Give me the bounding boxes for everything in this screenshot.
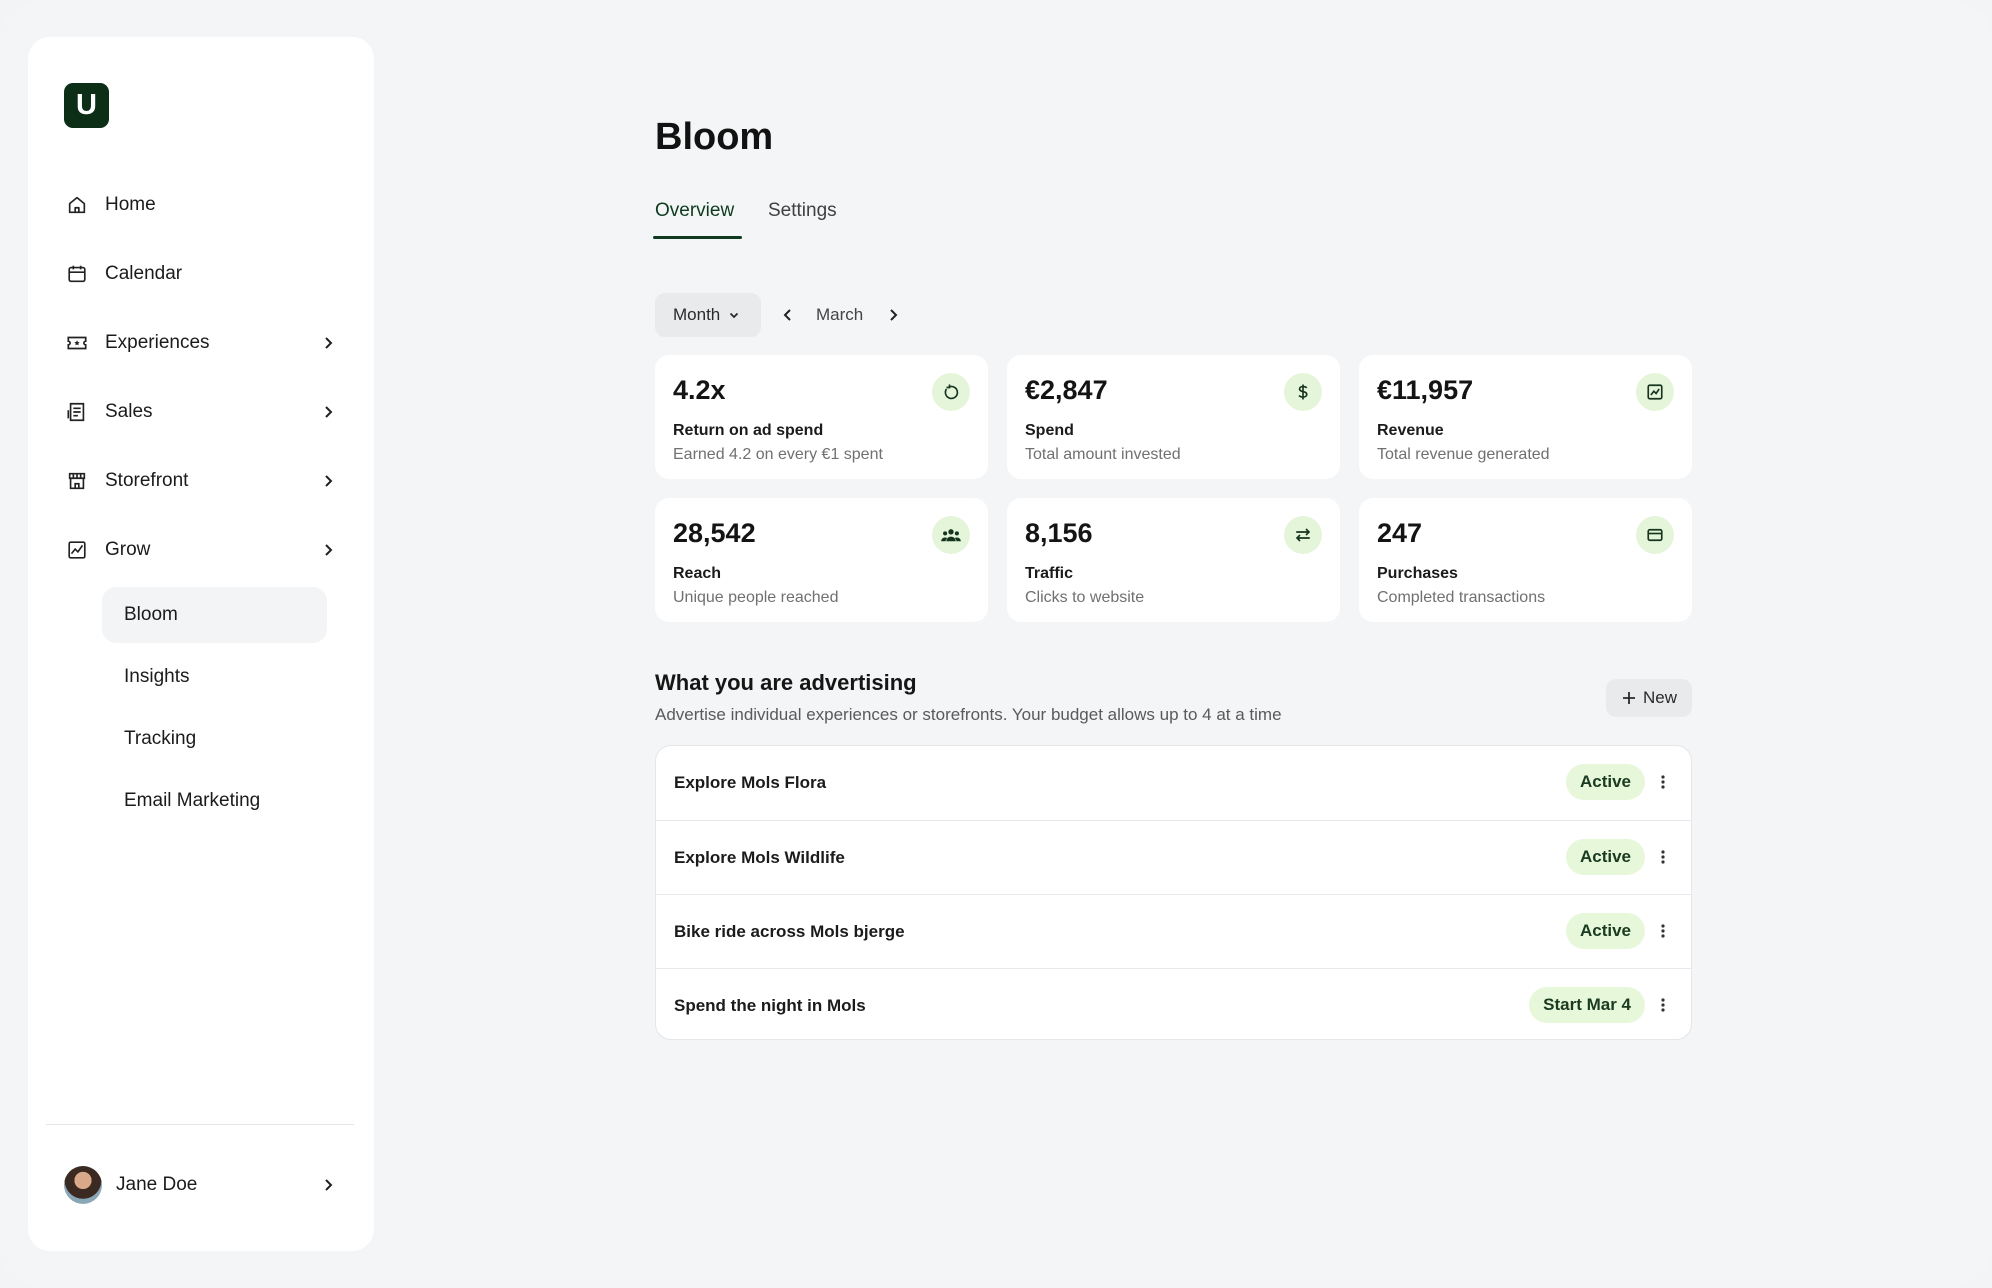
period-unit-label: Month [673,305,721,324]
tab-settings[interactable]: Settings [768,200,837,221]
sidebar-subitem-bloom[interactable]: Bloom [102,587,327,643]
list-item[interactable]: Explore Mols Wildlife Active [656,820,1691,894]
more-options-icon[interactable] [1653,772,1673,792]
plus-icon [1621,690,1637,706]
more-options-icon[interactable] [1653,995,1673,1015]
status-badge: Start Mar 4 [1529,987,1645,1023]
chevron-right-icon [318,471,338,491]
metric-card-reach: 28,542 Reach Unique people reached [655,498,988,622]
active-tab-indicator [653,236,742,239]
more-options-icon[interactable] [1653,921,1673,941]
new-button[interactable]: New [1606,679,1692,717]
sidebar-item-label: Sales [105,401,153,422]
sidebar-item-grow[interactable]: Grow [64,528,344,572]
chart-icon [64,538,89,563]
metric-description: Earned 4.2 on every €1 spent [673,446,883,463]
new-button-label: New [1642,688,1677,707]
period-unit-dropdown[interactable]: Month [655,293,761,337]
metric-description: Completed transactions [1377,589,1546,606]
app-logo[interactable]: U [64,83,109,128]
storefront-icon [64,469,89,494]
metric-label: Spend [1025,422,1074,439]
sidebar-subitem-tracking[interactable]: Tracking [124,728,197,749]
arrows-swap-icon [1284,516,1322,554]
status-badge: Active [1565,839,1645,875]
advertising-list: Explore Mols Flora Active Explore Mols W… [655,745,1692,1040]
metric-card-revenue: €11,957 Revenue Total revenue generated [1359,355,1692,479]
sidebar-item-experiences[interactable]: Experiences [64,321,344,365]
people-icon [932,516,970,554]
user-menu[interactable]: Jane Doe [64,1165,344,1205]
metric-description: Total revenue generated [1377,446,1550,463]
metric-label: Reach [673,565,722,582]
status-badge: Active [1565,764,1645,800]
sidebar-divider [46,1124,354,1125]
list-item[interactable]: Spend the night in Mols Start Mar 4 [656,968,1691,1039]
status-badge: Active [1565,913,1645,949]
metric-card-purchases: 247 Purchases Completed transactions [1359,498,1692,622]
chevron-right-icon [318,333,338,353]
section-title: What you are advertising [655,670,917,695]
previous-period-button[interactable] [778,305,798,325]
sidebar: U Home Calendar Experiences [28,37,374,1251]
list-item[interactable]: Bike ride across Mols bjerge Active [656,894,1691,968]
metric-value: €11,957 [1377,375,1474,405]
sidebar-item-label: Grow [105,539,151,560]
more-options-icon[interactable] [1653,847,1673,867]
avatar [64,1166,102,1204]
dollar-icon [1284,373,1322,411]
sidebar-subitem-insights[interactable]: Insights [124,666,190,687]
list-item-title: Spend the night in Mols [674,996,866,1015]
credit-card-icon [1636,516,1674,554]
sidebar-subitem-email-marketing[interactable]: Email Marketing [124,790,261,811]
calendar-icon [64,262,89,287]
chart-box-icon [1636,373,1674,411]
sidebar-item-calendar[interactable]: Calendar [64,252,344,296]
chevron-down-icon [728,309,740,321]
chevron-right-icon [318,540,338,560]
sidebar-item-storefront[interactable]: Storefront [64,459,344,503]
metric-label: Revenue [1377,422,1444,439]
metric-description: Total amount invested [1025,446,1181,463]
metric-description: Clicks to website [1025,589,1145,606]
ticket-star-icon [64,331,89,356]
list-item[interactable]: Explore Mols Flora Active [656,746,1691,820]
section-subtitle: Advertise individual experiences or stor… [655,705,1282,724]
chevron-right-icon [318,1175,338,1195]
sidebar-item-label: Storefront [105,470,189,491]
chevron-right-icon [318,402,338,422]
metric-value: 8,156 [1025,518,1093,548]
period-label: March [816,305,864,324]
home-icon [64,193,89,218]
sidebar-item-label: Experiences [105,332,210,353]
metric-card-spend: €2,847 Spend Total amount invested [1007,355,1340,479]
sidebar-item-sales[interactable]: Sales [64,390,344,434]
tab-overview[interactable]: Overview [655,200,735,221]
metric-value: €2,847 [1025,375,1108,405]
list-item-title: Bike ride across Mols bjerge [674,922,905,941]
list-item-title: Explore Mols Flora [674,773,827,792]
next-period-button[interactable] [883,305,903,325]
receipt-icon [64,400,89,425]
metric-value: 28,542 [673,518,756,548]
sidebar-item-home[interactable]: Home [64,183,344,227]
sidebar-item-label: Calendar [105,263,183,284]
metric-card-roas: 4.2x Return on ad spend Earned 4.2 on ev… [655,355,988,479]
metric-value: 4.2x [673,375,726,405]
metric-description: Unique people reached [673,589,839,606]
list-item-title: Explore Mols Wildlife [674,848,845,867]
metric-value: 247 [1377,518,1423,548]
refresh-icon [932,373,970,411]
user-name: Jane Doe [116,1174,198,1195]
metric-label: Purchases [1377,565,1458,582]
metric-label: Return on ad spend [673,422,824,439]
metric-label: Traffic [1025,565,1074,582]
sidebar-item-label: Home [105,194,156,215]
page-title: Bloom [655,116,774,158]
metric-card-traffic: 8,156 Traffic Clicks to website [1007,498,1340,622]
